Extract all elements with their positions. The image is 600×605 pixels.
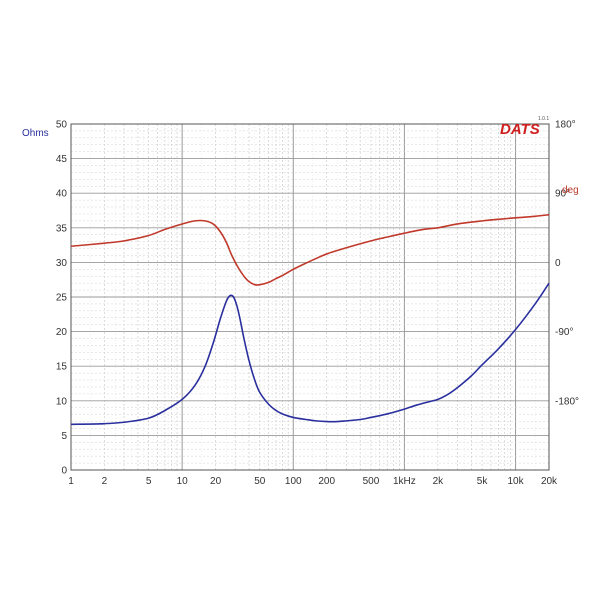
y-tick-label: 25 (56, 293, 68, 304)
y-tick-label: 0 (61, 466, 67, 477)
label-layer: Ohms deg DATS 1.0.1 (22, 116, 579, 196)
logo-version: 1.0.1 (538, 116, 549, 122)
y-tick-label: 5 (61, 431, 67, 442)
x-tick-label: 1 (68, 476, 74, 487)
x-tick-label: 100 (285, 476, 302, 487)
x-tick-label: 20k (541, 476, 558, 487)
x-tick-label: 10 (177, 476, 189, 487)
y-tick-label: 50 (56, 120, 68, 131)
x-tick-label: 2k (433, 476, 445, 487)
x-tick-label: 1kHz (393, 476, 416, 487)
x-tick-label: 5 (146, 476, 152, 487)
x-tick-label: 10k (507, 476, 524, 487)
phase-series-line (70, 213, 550, 286)
x-tick-label: 50 (254, 476, 266, 487)
x-tick-label: 500 (363, 476, 380, 487)
plot-frame (70, 123, 550, 471)
y-tick-label: 40 (56, 189, 68, 200)
y2-tick-label: 0 (555, 258, 561, 269)
y-tick-label: 45 (56, 154, 68, 165)
y2-tick-label: -90° (555, 327, 573, 338)
x-tick-label: 2 (102, 476, 108, 487)
logo-text: DATS (500, 121, 540, 138)
y2-tick-label: 90° (555, 189, 570, 200)
y-tick-label: 35 (56, 223, 68, 234)
y2-tick-label: 180° (555, 120, 576, 131)
y-tick-label: 20 (56, 327, 68, 338)
y2-axis-label: deg (562, 185, 579, 196)
y-axis-label: Ohms (22, 128, 49, 139)
y-tick-label: 15 (56, 362, 68, 373)
x-tick-label: 5k (477, 476, 489, 487)
y2-tick-label: -180° (555, 396, 579, 407)
x-tick-label: 20 (210, 476, 222, 487)
impedance-series-line (70, 282, 550, 426)
x-tick-label: 200 (318, 476, 335, 487)
series-layer (70, 213, 550, 426)
y-tick-label: 10 (56, 396, 68, 407)
y-tick-label: 30 (56, 258, 68, 269)
